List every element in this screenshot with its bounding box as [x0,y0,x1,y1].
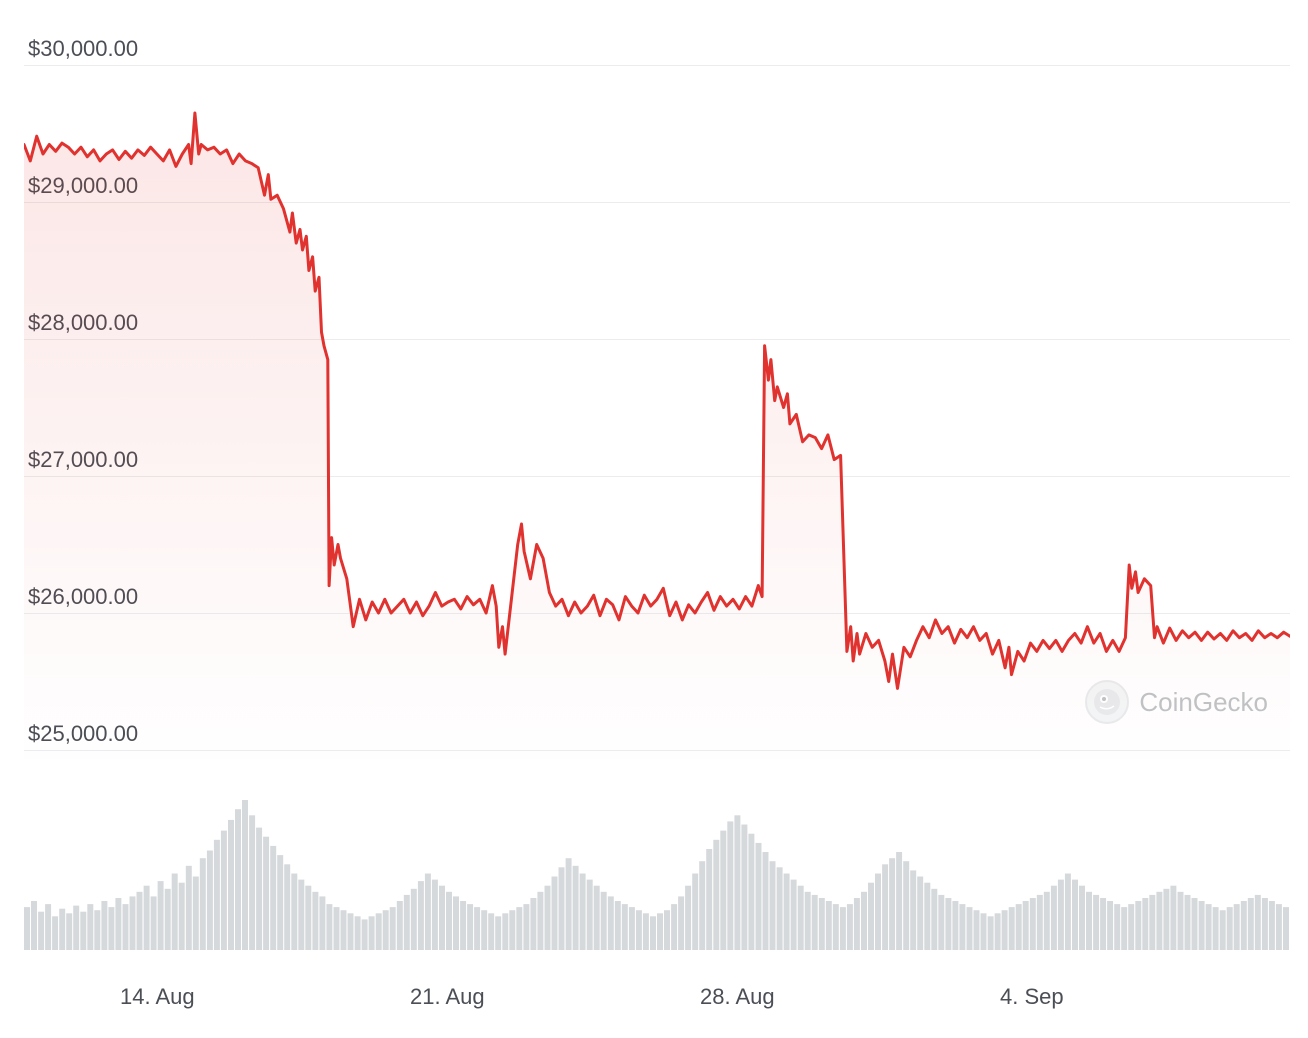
x-tick-label: 21. Aug [410,984,485,1010]
coingecko-logo-icon [1085,680,1129,724]
x-tick-label: 28. Aug [700,984,775,1010]
volume-bar-chart [24,790,1290,950]
watermark-text: CoinGecko [1139,687,1268,718]
x-tick-label: 14. Aug [120,984,195,1010]
price-line-chart [24,30,1290,770]
x-tick-label: 4. Sep [1000,984,1064,1010]
price-chart-container: $30,000.00 $29,000.00 $28,000.00 $27,000… [0,0,1308,1038]
watermark: CoinGecko [1085,680,1268,724]
